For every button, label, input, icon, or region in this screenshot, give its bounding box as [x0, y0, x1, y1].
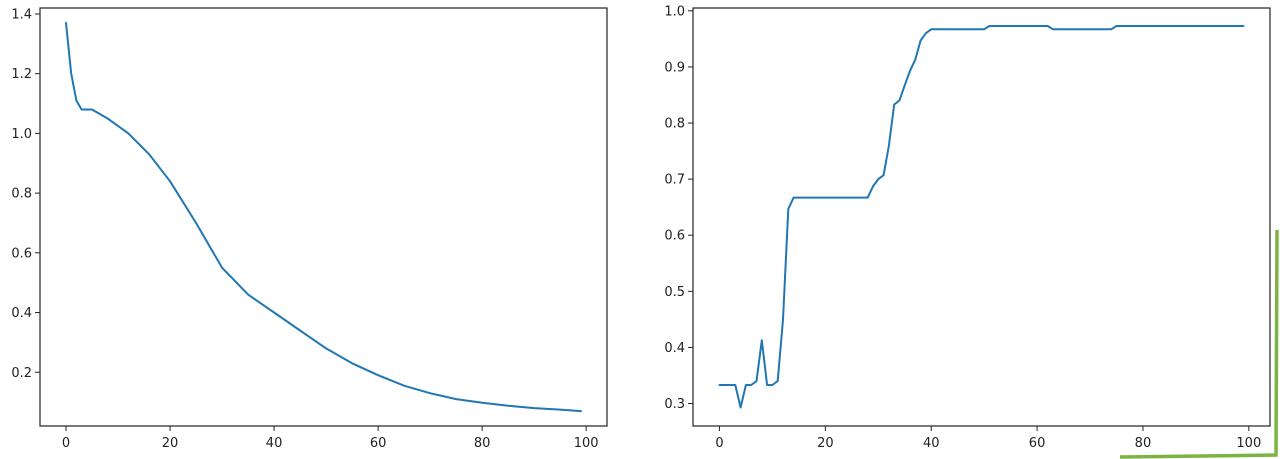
loss-y-tick-label: 1.2: [11, 67, 32, 82]
loss-series-line: [65, 21, 582, 413]
loss-y-tick-label: 0.8: [11, 187, 32, 202]
loss-x-tick-label: 20: [162, 436, 179, 451]
accuracy-y-tick-label: 1.0: [664, 4, 685, 19]
accuracy-series-line: [718, 25, 1245, 409]
loss-y-tick-label: 0.6: [11, 246, 32, 261]
accuracy-y-tick-label: 0.6: [664, 229, 685, 244]
loss-x-tick-label: 60: [370, 436, 387, 451]
loss-x-tick-label: 100: [574, 436, 599, 451]
loss-x-tick-label: 40: [266, 436, 283, 451]
accuracy-x-tick-label: 60: [1029, 436, 1046, 451]
accuracy-y-tick-label: 0.4: [664, 341, 685, 356]
accuracy-y-tick-label: 0.7: [664, 173, 685, 188]
loss-x-tick-label: 0: [62, 436, 70, 451]
decor-layer: [1119, 229, 1279, 459]
loss-chart-panel: 0 20 40 60 80 100 0.2 0.4 0.6 0.8 1.0 1.2 1.4: [11, 7, 608, 451]
loss-y-tick-label: 1.0: [11, 127, 32, 142]
accuracy-y-tick-label: 0.5: [664, 285, 685, 300]
loss-y-tick-label: 1.4: [11, 7, 32, 22]
accuracy-chart-panel: 0 20 40 60 80 100 0.3 0.4 0.5 0.6 0.7 0.8 0.9 1.0: [664, 4, 1271, 451]
loss-axes-frame: [39, 7, 608, 427]
accuracy-x-tick-label: 40: [923, 436, 940, 451]
accuracy-y-tick-label: 0.3: [664, 397, 685, 412]
accuracy-x-tick-label: 0: [715, 436, 723, 451]
accuracy-x-tick-label: 100: [1236, 436, 1261, 451]
loss-x-tick-label: 80: [474, 436, 491, 451]
green-corner-border: [1119, 229, 1279, 459]
accuracy-y-tick-label: 0.8: [664, 117, 685, 132]
accuracy-axes-frame: [692, 7, 1271, 427]
loss-y-tick-label: 0.4: [11, 306, 32, 321]
accuracy-y-tick-label: 0.9: [664, 60, 685, 75]
accuracy-x-tick-label: 80: [1135, 436, 1152, 451]
loss-y-tick-label: 0.2: [11, 366, 32, 381]
accuracy-x-tick-label: 20: [817, 436, 834, 451]
